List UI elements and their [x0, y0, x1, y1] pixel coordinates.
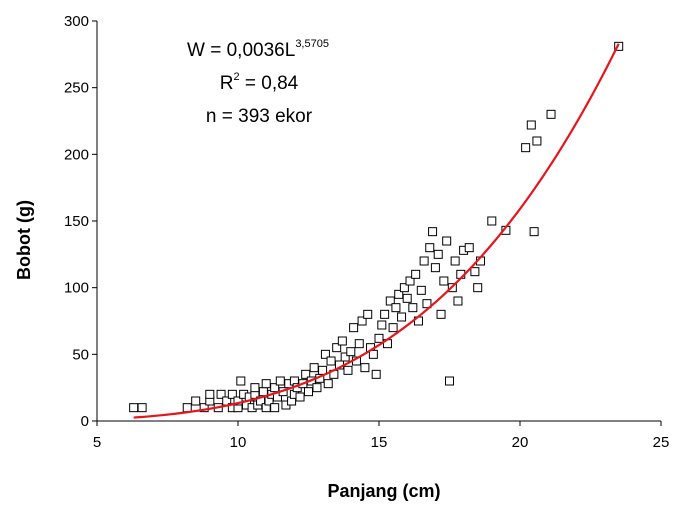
- data-point: [205, 389, 215, 399]
- data-point: [473, 283, 483, 293]
- data-point: [380, 309, 390, 319]
- data-point: [250, 383, 260, 393]
- data-point: [425, 243, 435, 253]
- axes: [96, 21, 661, 422]
- data-point: [275, 376, 285, 386]
- data-point: [261, 379, 271, 389]
- data-point: [419, 256, 429, 266]
- data-point: [529, 227, 539, 237]
- data-point: [402, 293, 412, 303]
- data-point: [411, 269, 421, 279]
- data-point: [199, 403, 209, 413]
- data-point: [182, 403, 192, 413]
- y-ticks: 0 50 100 150 200 250 300: [64, 13, 97, 430]
- data-point: [453, 296, 463, 306]
- data-point: [337, 336, 347, 346]
- y-axis-title: Bobot (g): [14, 200, 34, 280]
- data-point: [445, 376, 454, 386]
- data-point: [391, 303, 401, 313]
- data-point: [227, 389, 237, 399]
- data-point: [433, 249, 443, 259]
- equation-base: W = 0,0036L: [187, 40, 295, 61]
- y-tick-label: 150: [64, 213, 89, 230]
- data-point: [374, 333, 384, 343]
- data-points: [129, 41, 624, 413]
- r2-value: = 0,84: [240, 73, 299, 94]
- data-point: [442, 236, 452, 246]
- x-tick-label: 5: [93, 434, 101, 451]
- data-point: [416, 285, 426, 295]
- x-tick-label: 20: [512, 434, 529, 451]
- sample-size-text: n = 393 ekor: [206, 106, 313, 127]
- data-point: [332, 343, 342, 353]
- data-point: [526, 120, 536, 130]
- data-point: [408, 303, 418, 313]
- data-point: [137, 403, 147, 413]
- data-point: [236, 376, 246, 386]
- r2-exponent: 2: [233, 71, 239, 83]
- data-point: [354, 339, 364, 349]
- y-tick-label: 50: [72, 346, 89, 363]
- x-ticks: 5 10 15 20 25: [93, 421, 670, 451]
- data-point: [439, 276, 449, 286]
- data-point: [340, 352, 350, 362]
- data-point: [532, 136, 542, 146]
- x-tick-label: 10: [230, 434, 247, 451]
- data-point: [343, 365, 353, 375]
- data-point: [371, 369, 381, 379]
- data-point: [470, 267, 480, 277]
- y-tick-label: 100: [64, 280, 89, 297]
- data-point: [368, 349, 378, 359]
- data-point: [422, 299, 432, 309]
- data-point: [546, 109, 556, 119]
- data-point: [399, 283, 409, 293]
- data-point: [326, 356, 336, 366]
- equation-text: W = 0,0036L3,5705: [187, 38, 329, 61]
- y-tick-label: 200: [64, 146, 89, 163]
- r-squared-text: R2 = 0,84: [220, 71, 299, 94]
- data-point: [487, 216, 497, 226]
- data-point: [258, 387, 268, 397]
- data-point: [216, 389, 226, 399]
- data-point: [377, 320, 387, 330]
- data-point: [614, 41, 624, 51]
- data-point: [191, 396, 201, 406]
- data-point: [436, 309, 446, 319]
- data-point: [428, 227, 438, 237]
- data-point: [357, 316, 367, 326]
- power-trendline: [133, 43, 620, 419]
- data-point: [323, 379, 333, 389]
- data-point: [301, 369, 311, 379]
- y-tick-label: 250: [64, 80, 89, 97]
- data-point: [312, 383, 322, 393]
- data-point: [388, 323, 398, 333]
- y-tick-label: 0: [81, 413, 89, 430]
- data-point: [320, 349, 330, 359]
- data-point: [521, 143, 531, 153]
- data-point: [129, 403, 139, 413]
- data-point: [304, 387, 313, 397]
- data-point: [309, 363, 319, 373]
- data-point: [363, 309, 373, 319]
- data-point: [430, 263, 440, 273]
- data-point: [450, 256, 460, 266]
- r2-prefix: R: [220, 73, 234, 94]
- x-axis-title: Panjang (cm): [327, 481, 440, 501]
- data-point: [385, 296, 395, 306]
- x-tick-label: 25: [653, 434, 670, 451]
- data-point: [397, 312, 407, 322]
- data-point: [360, 363, 370, 373]
- data-point: [349, 323, 359, 333]
- equation-annotation: W = 0,0036L3,5705 R2 = 0,84 n = 393 ekor: [187, 38, 329, 127]
- y-tick-label: 300: [64, 13, 89, 30]
- data-point: [405, 276, 415, 286]
- equation-exponent: 3,5705: [295, 38, 329, 50]
- x-tick-label: 15: [371, 434, 388, 451]
- data-point: [464, 243, 474, 253]
- data-point: [295, 392, 305, 402]
- data-point: [270, 403, 280, 413]
- data-point: [346, 347, 356, 357]
